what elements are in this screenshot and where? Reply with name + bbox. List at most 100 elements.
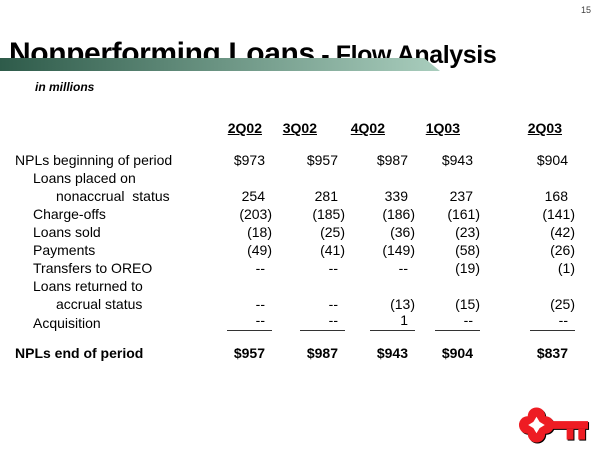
cell: (36) — [345, 222, 415, 240]
key-logo — [518, 407, 589, 443]
cell-value: -- — [558, 312, 568, 328]
cell-value: $987 — [376, 152, 408, 168]
cell: (203) — [220, 204, 272, 222]
cell-value: $904 — [441, 345, 473, 361]
cell-value: 339 — [384, 188, 408, 204]
cell — [220, 168, 272, 186]
cell — [415, 168, 480, 186]
cell — [272, 168, 345, 186]
cell-value: -- — [328, 260, 338, 276]
row-label: Transfers to OREO — [33, 260, 153, 276]
cell: (19) — [415, 258, 480, 276]
cell: 281 — [272, 186, 345, 204]
cell-value: (141) — [542, 206, 575, 222]
cell-value: -- — [255, 312, 265, 328]
cell: (42) — [480, 222, 575, 240]
cell-value: (41) — [320, 242, 345, 258]
cell-value: -- — [255, 260, 265, 276]
column-header: 1Q03 — [425, 120, 460, 136]
table-row: NPLs end of period $957 $987 $943 $904 $837 — [10, 343, 575, 361]
cell: $987 — [345, 150, 415, 168]
cell: -- — [272, 312, 345, 331]
flow-analysis-table-container: 2Q02 3Q02 4Q02 1Q03 2Q03 NPLs beginning … — [10, 120, 575, 361]
column-header: 3Q02 — [282, 120, 317, 136]
row-label: Loans returned to — [33, 278, 143, 294]
cell: (25) — [480, 294, 575, 312]
subtotal-rule: -- — [435, 312, 480, 331]
cell: (185) — [272, 204, 345, 222]
cell-value: $837 — [536, 345, 568, 361]
cell: 237 — [415, 186, 480, 204]
cell: -- — [272, 258, 345, 276]
cell-value: -- — [328, 312, 338, 328]
row-label: NPLs beginning of period — [15, 152, 173, 168]
cell: $957 — [220, 343, 272, 361]
column-header: 2Q02 — [227, 120, 262, 136]
cell — [345, 168, 415, 186]
cell — [480, 168, 575, 186]
cell-value: (18) — [247, 224, 272, 240]
cell-value: $957 — [306, 152, 338, 168]
row-label: accrual status — [56, 296, 143, 312]
cell: (141) — [480, 204, 575, 222]
header-empty-cell — [10, 120, 220, 150]
cell-value: (19) — [455, 260, 480, 276]
cell-value: -- — [255, 296, 265, 312]
cell: (26) — [480, 240, 575, 258]
cell: 1 — [345, 312, 415, 331]
cell: $973 — [220, 150, 272, 168]
column-header: 2Q03 — [527, 120, 562, 136]
cell — [480, 276, 575, 294]
cell — [345, 276, 415, 294]
column-header: 4Q02 — [350, 120, 385, 136]
table-row: Loans sold (18) (25) (36) (23) (42) — [10, 222, 575, 240]
cell-value: (26) — [550, 242, 575, 258]
cell: (41) — [272, 240, 345, 258]
cell: 339 — [345, 186, 415, 204]
cell-value: (1) — [557, 260, 575, 276]
cell-value: $957 — [233, 345, 265, 361]
subtotal-rule: -- — [300, 312, 345, 331]
table-row: Charge-offs (203) (185) (186) (161) (141) — [10, 204, 575, 222]
cell: $904 — [415, 343, 480, 361]
cell-value: -- — [398, 260, 408, 276]
table-row: Transfers to OREO -- -- -- (19) (1) — [10, 258, 575, 276]
cell-value: (149) — [382, 242, 415, 258]
cell-value: (25) — [320, 224, 345, 240]
cell: $957 — [272, 150, 345, 168]
cell: -- — [480, 312, 575, 331]
subtotal-rule: -- — [227, 312, 272, 331]
cell — [272, 276, 345, 294]
cell-value: 168 — [544, 188, 568, 204]
cell-value: (23) — [455, 224, 480, 240]
row-label: NPLs end of period — [15, 345, 144, 361]
cell: 168 — [480, 186, 575, 204]
cell: 254 — [220, 186, 272, 204]
table-row: Loans placed on — [10, 168, 575, 186]
cell: (25) — [272, 222, 345, 240]
cell: $943 — [415, 150, 480, 168]
cell-value: (15) — [455, 296, 480, 312]
row-label: Payments — [33, 242, 96, 258]
row-label: Acquisition — [33, 315, 101, 331]
row-label: nonaccrual status — [56, 188, 170, 204]
table-row: Acquisition -- -- 1 -- -- — [10, 312, 575, 331]
table-row: Loans returned to — [10, 276, 575, 294]
cell: (23) — [415, 222, 480, 240]
cell: $904 — [480, 150, 575, 168]
table-header-row: 2Q02 3Q02 4Q02 1Q03 2Q03 — [10, 120, 575, 150]
cell: (49) — [220, 240, 272, 258]
cell-value: $973 — [233, 152, 265, 168]
cell-value: (185) — [312, 206, 345, 222]
cell: -- — [220, 312, 272, 331]
cell-value: $943 — [441, 152, 473, 168]
cell-value: $987 — [306, 345, 338, 361]
cell: -- — [415, 312, 480, 331]
cell-value: (58) — [455, 242, 480, 258]
cell: (15) — [415, 294, 480, 312]
cell: (1) — [480, 258, 575, 276]
cell-value: (186) — [382, 206, 415, 222]
flow-analysis-table: 2Q02 3Q02 4Q02 1Q03 2Q03 NPLs beginning … — [10, 120, 575, 361]
row-label: Loans sold — [33, 224, 101, 240]
